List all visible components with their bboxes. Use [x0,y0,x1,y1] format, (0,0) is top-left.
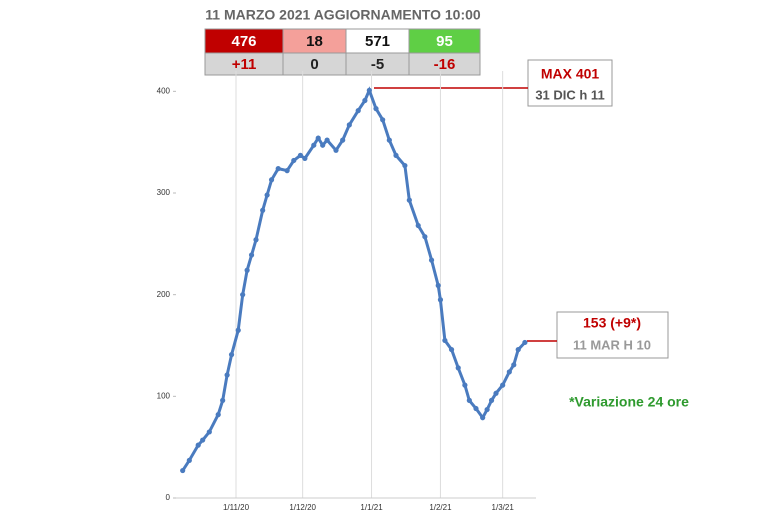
data-point [220,397,226,403]
data-point [215,412,221,418]
data-point [297,152,304,158]
data-point [333,147,339,153]
table-cell [408,52,481,76]
table-text: 95 [436,33,453,50]
data-point [386,137,392,143]
data-point [493,390,499,396]
data-point [248,252,255,258]
data-point [500,382,506,388]
table-cell [408,28,481,54]
data-point [275,166,281,172]
data-point [200,437,206,443]
max-box [527,59,613,107]
table-text: 0 [310,56,318,73]
data-line [181,86,526,472]
data-point [180,467,186,474]
y-tick-label: 200 [157,290,171,299]
table-text: 476 [231,33,256,50]
data-point [506,369,512,375]
x-tick-label: 1/11/20 [223,503,250,512]
table-text: -5 [371,56,384,73]
table-cell [204,28,284,54]
table-text: -16 [434,56,456,73]
data-point [302,155,308,162]
data-point [244,267,250,273]
data-point [366,87,372,93]
y-tick-label: 100 [157,391,171,400]
summary-table: 476 18 571 95 +11 0 -5 -16 [204,28,481,76]
annotation: 31 DIC h 11 [535,87,604,102]
data-point [473,405,479,412]
data-point [402,162,408,169]
chart-subtitle: 11 MARZO 2021 AGGIORNAMENTO 10:00 [205,7,481,23]
x-tick-label: 1/3/21 [492,503,515,512]
x-tick-label: 1/1/21 [360,503,383,512]
data-point [480,415,486,421]
data-point [406,197,412,203]
data-point [324,137,330,143]
data-point [380,117,386,123]
data-point [415,222,421,229]
data-point [435,282,441,289]
data-point [442,337,448,344]
table-text: +11 [232,56,257,73]
data-point [315,135,321,141]
y-tick-label: 300 [157,188,171,197]
data-point [362,97,368,104]
data-point [522,339,528,346]
data-point [355,108,361,114]
annotation: 11 MAR H 10 [573,337,651,352]
x-tick-label: 1/2/21 [429,503,452,512]
data-point [340,137,346,143]
data-point [311,142,317,148]
data-point [466,397,472,403]
data-point [515,346,521,353]
annotation: *Variazione 24 ore [569,394,689,410]
data-point [260,207,266,213]
data-point [291,157,297,164]
annotation: MAX 401 [541,66,600,82]
data-point [228,352,235,358]
table-text: 571 [365,33,390,50]
data-point [511,362,517,368]
data-point [235,327,241,333]
data-point [437,297,444,303]
data-point [455,365,461,371]
data-point [206,429,212,435]
data-point [428,257,435,263]
data-point [253,237,259,243]
data-point [240,292,246,298]
data-point [373,106,379,112]
y-tick-label: 0 [166,493,171,502]
x-tick-label: 1/12/20 [289,503,316,512]
annotation: 153 (+9*) [583,315,641,331]
data-point [488,397,495,403]
data-point [264,192,270,198]
y-tick-label: 400 [157,86,171,95]
data-point [195,442,201,448]
data-point [346,122,352,128]
data-point [268,177,275,183]
data-point [422,234,428,240]
table-cell [282,28,347,54]
data-point [224,372,230,378]
data-point [462,382,468,388]
data-point [284,168,290,174]
data-point [484,406,490,413]
data-point [393,152,399,158]
data-point [186,457,192,463]
data-point [448,346,455,353]
last-box [556,311,669,359]
table-text: 18 [306,33,323,50]
data-point [320,142,326,148]
